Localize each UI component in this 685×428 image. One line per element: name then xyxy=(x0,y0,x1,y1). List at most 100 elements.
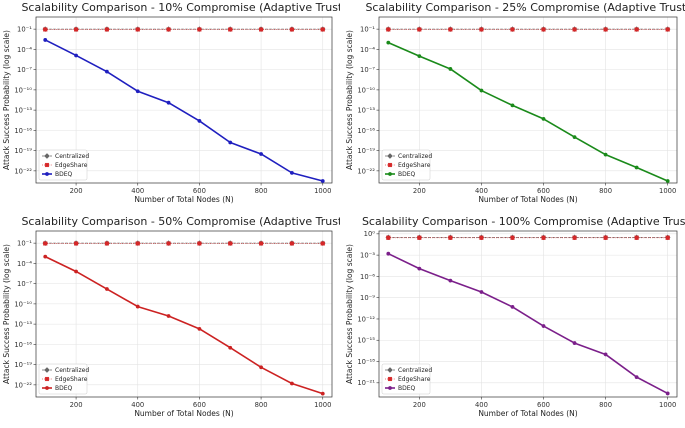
legend-marker-bdeq xyxy=(45,386,49,390)
legend-marker-edgeshare xyxy=(387,162,393,168)
x-axis-label: Number of Total Nodes (N) xyxy=(478,409,577,418)
data-point-bdeq xyxy=(197,119,202,123)
x-axis: 200 400 600 800 1000 xyxy=(70,183,331,195)
x-axis-label: Number of Total Nodes (N) xyxy=(478,195,577,204)
data-point-bdeq xyxy=(386,40,391,45)
data-point-bdeq xyxy=(448,67,453,71)
data-point-edgeshare xyxy=(43,241,48,246)
legend-label-centralized: Centralized xyxy=(398,367,432,374)
legend-label-centralized: Centralized xyxy=(55,367,89,374)
x-tick-label: 600 xyxy=(193,401,206,409)
data-point-edgeshare xyxy=(104,27,109,32)
data-point-bdeq xyxy=(479,88,484,93)
data-point-edgeshare xyxy=(603,27,608,32)
y-tick-label: 10⁻⁷ xyxy=(17,66,32,74)
y-tick-label: 10⁻²² xyxy=(357,167,375,175)
y-tick-label: 10⁻¹⁰ xyxy=(14,300,32,308)
grid xyxy=(36,231,332,397)
y-tick-label: 10⁻⁷ xyxy=(17,280,32,288)
data-point-edgeshare xyxy=(74,27,79,32)
y-tick-label: 10⁻⁶ xyxy=(360,273,375,281)
data-point-edgeshare xyxy=(634,27,639,32)
x-tick-label: 1000 xyxy=(659,401,676,409)
y-tick-label: 10⁻¹⁵ xyxy=(357,337,375,345)
y-tick-label: 10⁻¹³ xyxy=(357,107,375,115)
data-point-edgeshare xyxy=(417,27,422,32)
data-point-bdeq xyxy=(105,69,109,74)
legend-label-bdeq: BDEQ xyxy=(398,385,416,392)
data-point-bdeq xyxy=(105,287,109,291)
y-tick-label: 10⁻¹ xyxy=(17,26,32,34)
data-point-edgeshare xyxy=(135,27,140,32)
data-point-bdeq xyxy=(417,266,422,271)
x-tick-label: 400 xyxy=(475,187,488,195)
y-tick-label: 10⁰ xyxy=(364,230,376,238)
x-tick-label: 200 xyxy=(70,401,83,409)
plot-frame xyxy=(378,16,678,184)
x-tick-label: 1000 xyxy=(659,187,676,195)
grid xyxy=(379,231,677,397)
y-tick-label: 10⁻¹⁸ xyxy=(357,358,375,366)
data-point-edgeshare xyxy=(665,27,670,32)
series-edgeshare xyxy=(386,235,670,240)
x-tick-label: 1000 xyxy=(314,401,331,409)
data-point-bdeq xyxy=(479,290,484,294)
plot-frame xyxy=(35,16,333,184)
data-point-edgeshare xyxy=(572,27,577,32)
data-point-edgeshare xyxy=(417,235,422,240)
x-tick-label: 800 xyxy=(255,187,268,195)
x-axis: 200 400 600 800 1000 xyxy=(413,397,676,409)
y-tick-label: 10⁻²¹ xyxy=(357,379,375,387)
data-point-edgeshare xyxy=(104,241,109,246)
y-tick-label: 10⁻⁹ xyxy=(360,294,375,302)
y-tick-label: 10⁻¹⁰ xyxy=(357,86,375,94)
x-tick-label: 800 xyxy=(255,401,268,409)
data-point-edgeshare xyxy=(541,27,546,32)
y-tick-label: 10⁻¹⁰ xyxy=(14,86,32,94)
x-axis-label: Number of Total Nodes (N) xyxy=(134,409,233,418)
chart-10pct: Scalability Comparison - 10% Compromise … xyxy=(2,1,340,204)
data-point-bdeq xyxy=(572,341,577,345)
series-bdeq xyxy=(43,38,325,183)
data-point-edgeshare xyxy=(43,27,48,32)
plot-frame xyxy=(35,230,333,398)
series-edgeshare xyxy=(43,241,325,246)
data-point-edgeshare xyxy=(572,235,577,240)
legend-marker-bdeq xyxy=(45,172,49,176)
data-point-bdeq xyxy=(290,170,294,175)
data-point-bdeq xyxy=(74,269,78,274)
data-point-edgeshare xyxy=(228,241,233,246)
y-tick-label: 10⁻¹⁹ xyxy=(357,147,375,155)
y-tick-label: 10⁻³ xyxy=(360,252,375,260)
data-point-bdeq xyxy=(228,140,233,145)
legend-marker-edgeshare xyxy=(387,376,393,382)
legend-label-bdeq: BDEQ xyxy=(55,171,73,178)
data-point-edgeshare xyxy=(479,27,484,32)
data-point-edgeshare xyxy=(197,27,202,32)
legend-marker-edgeshare xyxy=(44,376,50,382)
x-tick-label: 200 xyxy=(413,187,426,195)
legend-marker-edgeshare xyxy=(44,162,50,168)
data-point-bdeq xyxy=(135,89,140,94)
x-tick-label: 600 xyxy=(193,187,206,195)
y-tick-label: 10⁻¹³ xyxy=(14,107,32,115)
data-point-edgeshare xyxy=(320,241,325,246)
x-tick-label: 600 xyxy=(537,187,550,195)
data-point-bdeq xyxy=(510,103,515,108)
data-point-bdeq xyxy=(135,304,140,309)
data-point-bdeq xyxy=(665,391,670,396)
legend: Centralized EdgeShare BDEQ xyxy=(381,363,432,395)
legend-marker-bdeq xyxy=(388,386,392,390)
y-tick-label: 10⁻⁷ xyxy=(360,66,375,74)
legend-box xyxy=(38,363,88,395)
y-tick-label: 10⁻¹⁶ xyxy=(357,127,375,135)
data-point-bdeq xyxy=(259,365,263,370)
legend-label-centralized: Centralized xyxy=(398,153,432,160)
data-point-edgeshare xyxy=(634,235,639,240)
y-axis-label: Attack Success Probability (log scale) xyxy=(345,30,354,170)
x-tick-label: 200 xyxy=(70,187,83,195)
series-line-bdeq xyxy=(44,39,323,182)
data-point-bdeq xyxy=(417,54,422,59)
data-point-bdeq xyxy=(43,254,48,259)
